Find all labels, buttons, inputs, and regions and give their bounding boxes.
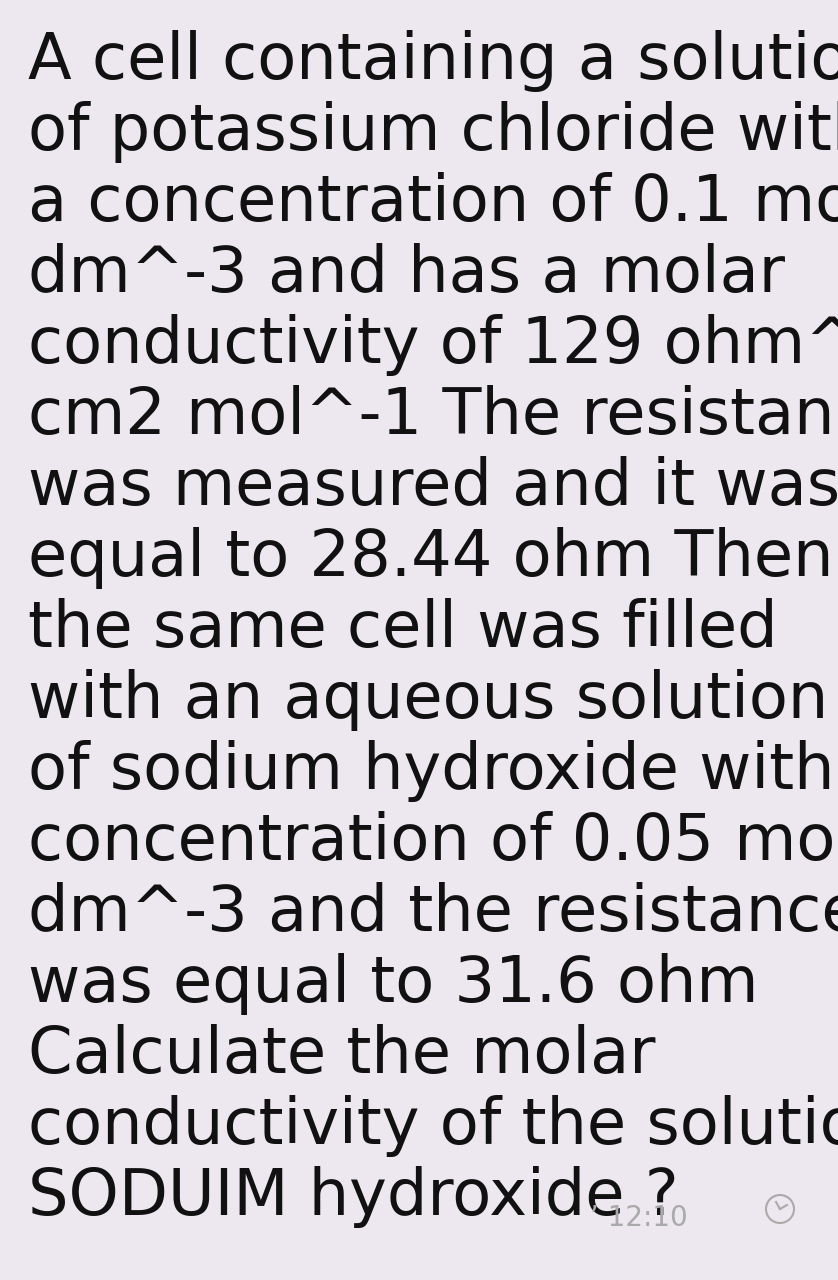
Text: SODUIM hydroxide ?: SODUIM hydroxide ? bbox=[28, 1166, 679, 1228]
Text: dm^-3 and has a molar: dm^-3 and has a molar bbox=[28, 243, 785, 305]
Text: concentration of 0.05 mol: concentration of 0.05 mol bbox=[28, 812, 838, 873]
Text: dm^-3 and the resistance: dm^-3 and the resistance bbox=[28, 882, 838, 945]
Text: cm2 mol^-1 The resistance: cm2 mol^-1 The resistance bbox=[28, 385, 838, 447]
Text: Calculate the molar: Calculate the molar bbox=[28, 1024, 655, 1085]
Text: was equal to 31.6 ohm: was equal to 31.6 ohm bbox=[28, 954, 758, 1015]
Text: A cell containing a solution: A cell containing a solution bbox=[28, 29, 838, 92]
Text: was measured and it was: was measured and it was bbox=[28, 456, 838, 518]
Text: conductivity of 129 ohm^-1: conductivity of 129 ohm^-1 bbox=[28, 314, 838, 376]
Text: the same cell was filled: the same cell was filled bbox=[28, 598, 778, 660]
Text: of potassium chloride with: of potassium chloride with bbox=[28, 101, 838, 163]
Text: with an aqueous solution: with an aqueous solution bbox=[28, 669, 828, 731]
Text: equal to 28.44 ohm Then: equal to 28.44 ohm Then bbox=[28, 527, 834, 589]
Text: of sodium hydroxide with a: of sodium hydroxide with a bbox=[28, 740, 838, 803]
Text: conductivity of the solution: conductivity of the solution bbox=[28, 1094, 838, 1157]
Text: a concentration of 0.1 mol: a concentration of 0.1 mol bbox=[28, 172, 838, 234]
Text: ’ 12:10: ’ 12:10 bbox=[590, 1204, 688, 1231]
